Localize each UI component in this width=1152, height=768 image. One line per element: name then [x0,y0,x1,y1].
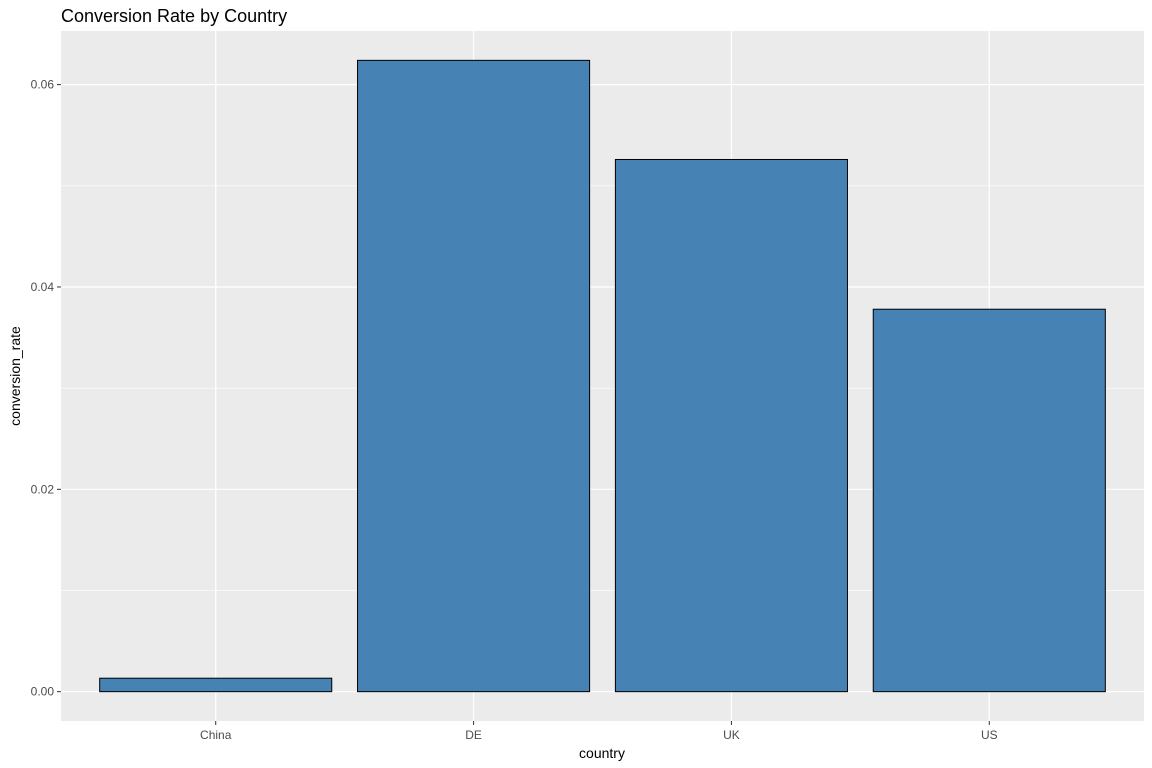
bar-us [872,308,1106,693]
chart-title: Conversion Rate by Country [61,6,287,26]
y-tick-label: 0.06 [31,78,55,92]
bar-de [357,59,591,693]
x-tick-label: China [200,728,232,742]
y-tick-label: 0.00 [31,685,55,699]
x-tick-label: DE [465,728,482,742]
bars [99,59,1106,693]
y-axis-title: conversion_rate [7,326,23,426]
y-tick-label: 0.02 [31,482,55,496]
x-tick-label: US [981,728,998,742]
bar-china [99,677,333,693]
y-tick-label: 0.04 [31,280,55,294]
x-axis-title: country [579,745,625,761]
y-axis-ticks: 0.00 0.02 0.04 0.06 [31,78,61,699]
bar-uk [614,158,848,693]
x-tick-label: UK [723,728,740,742]
x-axis-ticks: China DE UK US [200,721,998,742]
